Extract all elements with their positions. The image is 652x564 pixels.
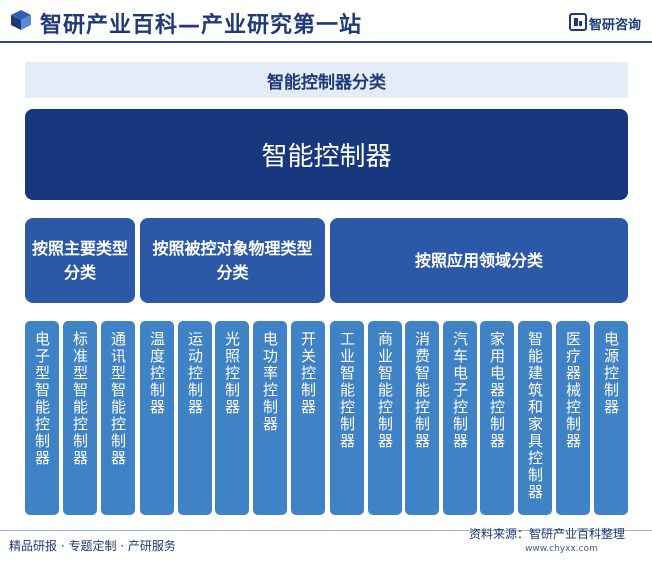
category-node-main-type: 按照主要类型分类 — [25, 218, 135, 303]
leaf-node: 工业智能控制器 — [330, 321, 364, 515]
leaf-node: 汽车电子控制器 — [443, 321, 477, 515]
root-node: 智能控制器 — [25, 109, 628, 200]
leaf-label: 汽车电子控制器 — [451, 331, 469, 450]
footer-divider — [0, 530, 652, 531]
cube-logo-icon — [11, 10, 31, 30]
page-title: 智研产业百科—产业研究第一站 — [40, 13, 363, 38]
leaf-label: 家用电器控制器 — [488, 331, 506, 450]
leaf-node: 电功率控制器 — [253, 321, 287, 515]
leaf-node: 光照控制器 — [215, 321, 249, 515]
leaf-label: 智能建筑和家具控制器 — [526, 331, 544, 501]
root-node-label: 智能控制器 — [261, 142, 392, 172]
page-header: 智研产业百科—产业研究第一站 智研咨询 — [0, 0, 652, 43]
leaf-label: 消费智能控制器 — [413, 331, 431, 450]
footer-url: www.chyxx.com — [525, 544, 598, 554]
leaf-node: 运动控制器 — [178, 321, 212, 515]
category-label: 按照被控对象物理类型分类 — [152, 238, 313, 282]
leaf-label: 电源控制器 — [602, 331, 620, 416]
leaf-label: 商业智能控制器 — [376, 331, 394, 450]
category-node-physical-type: 按照被控对象物理类型分类 — [140, 218, 325, 303]
header-divider — [0, 41, 652, 43]
leaf-node: 消费智能控制器 — [405, 321, 439, 515]
brand-name: 智研咨询 — [589, 18, 642, 33]
source-note: 资料来源：智研产业百科整理 — [469, 527, 626, 541]
leaf-node: 电源控制器 — [594, 321, 628, 515]
category-label: 按照应用领域分类 — [414, 250, 543, 270]
brand-logo-icon — [569, 13, 587, 31]
category-label: 按照主要类型分类 — [31, 238, 128, 282]
leaf-label: 电子型智能控制器 — [33, 331, 51, 467]
leaf-node: 电子型智能控制器 — [25, 321, 59, 515]
category-node-application: 按照应用领域分类 — [330, 218, 628, 303]
leaf-node: 通讯型智能控制器 — [101, 321, 135, 515]
diagram-subtitle: 智能控制器分类 — [25, 62, 628, 98]
leaf-label: 通讯型智能控制器 — [109, 331, 127, 467]
leaf-node: 开关控制器 — [291, 321, 325, 515]
leaf-label: 温度控制器 — [148, 331, 166, 416]
leaf-node: 智能建筑和家具控制器 — [518, 321, 552, 515]
leaf-node: 商业智能控制器 — [368, 321, 402, 515]
leaf-label: 医疗器械控制器 — [564, 331, 582, 450]
leaf-label: 工业智能控制器 — [338, 331, 356, 450]
leaf-node: 标准型智能控制器 — [63, 321, 97, 515]
leaf-node: 温度控制器 — [140, 321, 174, 515]
footer-tagline: 精品研报 · 专题定制 · 产研服务 — [9, 539, 176, 553]
leaf-label: 光照控制器 — [223, 331, 241, 416]
leaf-node: 医疗器械控制器 — [556, 321, 590, 515]
leaf-label: 开关控制器 — [299, 331, 317, 416]
leaf-label: 运动控制器 — [186, 331, 204, 416]
leaf-node: 家用电器控制器 — [480, 321, 514, 515]
leaf-label: 电功率控制器 — [261, 331, 279, 433]
leaf-label: 标准型智能控制器 — [71, 331, 89, 467]
